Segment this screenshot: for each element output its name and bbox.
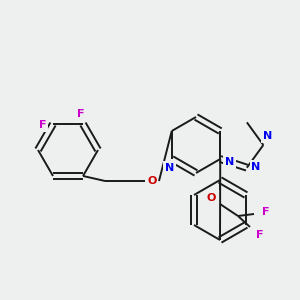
Text: F: F bbox=[77, 109, 85, 119]
Text: N: N bbox=[251, 162, 260, 172]
Text: N: N bbox=[225, 157, 234, 167]
Text: N: N bbox=[263, 131, 272, 141]
Text: F: F bbox=[256, 230, 264, 240]
Text: F: F bbox=[262, 207, 270, 217]
Text: F: F bbox=[39, 120, 47, 130]
Text: O: O bbox=[206, 193, 216, 203]
Text: N: N bbox=[165, 163, 174, 173]
Text: O: O bbox=[147, 176, 157, 186]
